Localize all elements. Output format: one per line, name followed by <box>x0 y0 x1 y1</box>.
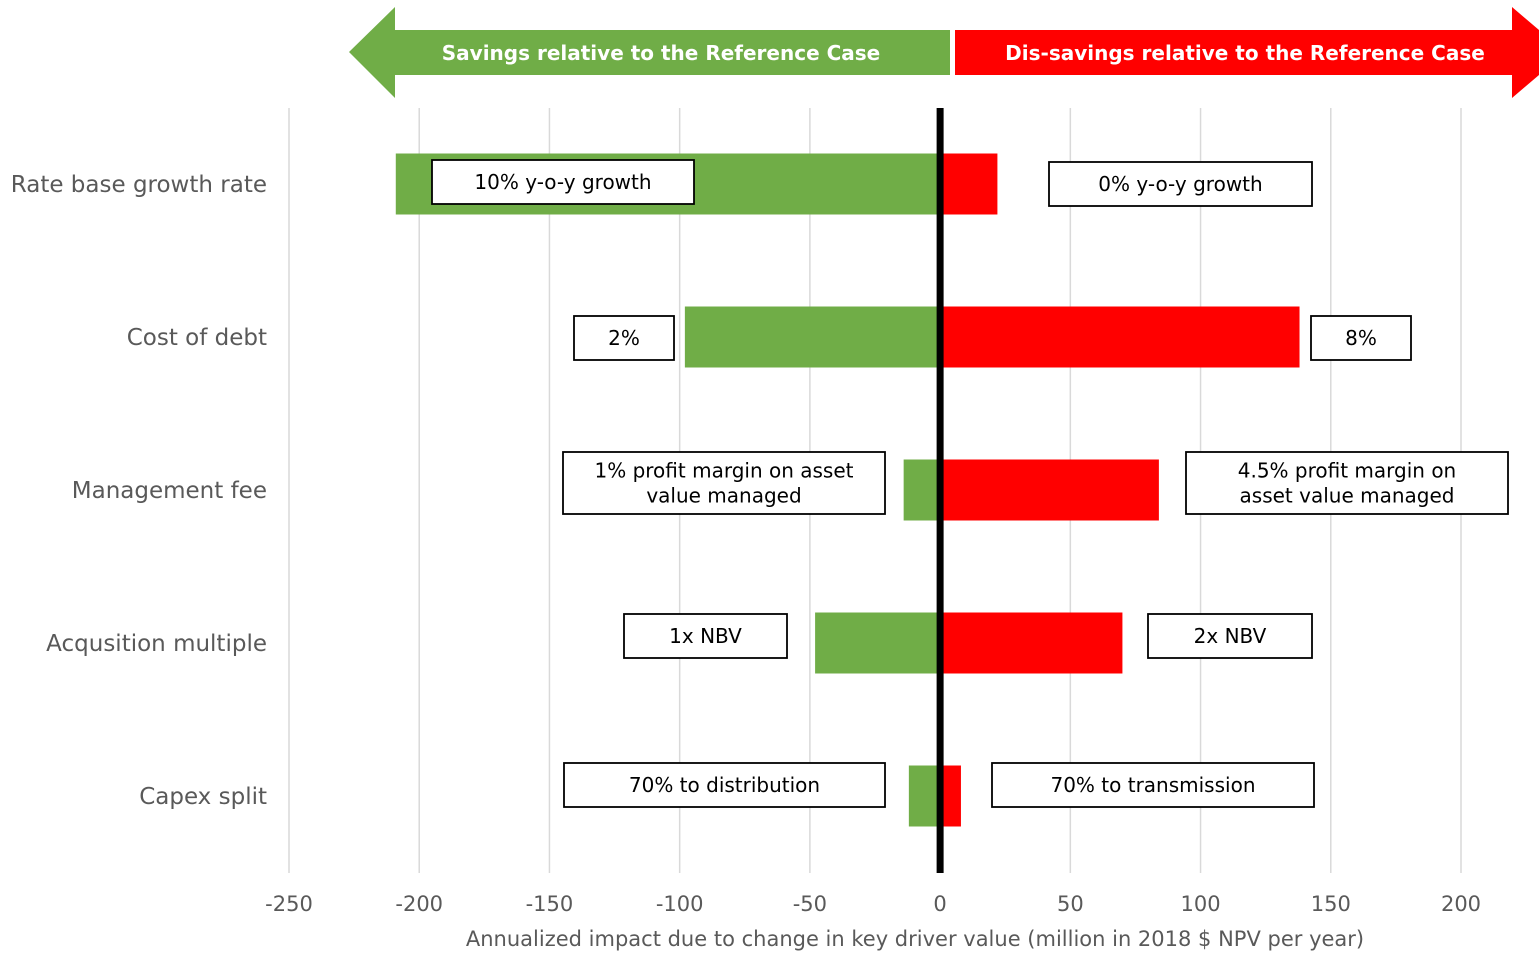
value-annotations: 10% y-o-y growth 0% y-o-y growth 2% 8% 1% pr… <box>431 159 1509 808</box>
dissavings-bar <box>940 612 1123 674</box>
low-value-label: 1% profit margin on asset <box>594 459 853 483</box>
dissavings-bar <box>940 459 1159 521</box>
x-tick-label: -100 <box>656 892 704 916</box>
low-value-box <box>562 451 886 515</box>
dissavings-bar <box>940 153 998 215</box>
x-tick-label: -250 <box>265 892 313 916</box>
x-tick-label: 0 <box>933 892 946 916</box>
right-arrow-icon <box>955 7 1539 98</box>
savings-banner: Savings relative to the Reference Case <box>349 7 950 98</box>
dissavings-banner: Dis-savings relative to the Reference Ca… <box>955 7 1539 98</box>
savings-bar <box>815 612 941 674</box>
savings-bar <box>684 306 941 368</box>
low-value-label: 10% y-o-y growth <box>474 170 651 194</box>
dissavings-banner-label: Dis-savings relative to the Reference Ca… <box>1005 41 1485 65</box>
high-value-box <box>991 762 1315 808</box>
low-value-label: 2% <box>608 326 640 350</box>
x-tick-label: -150 <box>526 892 574 916</box>
x-tick-labels: -250 -200 -150 -100 -50 0 50 100 150 200 <box>265 892 1481 916</box>
high-value-box <box>1147 613 1313 659</box>
high-value-label: 70% to transmission <box>1050 773 1255 797</box>
category-label: Management fee <box>72 478 267 504</box>
high-value-label: 8% <box>1345 326 1377 350</box>
low-value-box <box>563 762 886 808</box>
low-value-label: 70% to distribution <box>629 773 820 797</box>
x-tick-label: 200 <box>1441 892 1481 916</box>
low-value-box <box>573 315 675 361</box>
low-value-box <box>431 159 695 205</box>
high-value-label: 4.5% profit margin on <box>1238 459 1457 483</box>
x-tick-label: -50 <box>793 892 827 916</box>
low-value-label: 1x NBV <box>669 624 742 648</box>
savings-bar <box>903 459 941 521</box>
dissavings-bar <box>940 765 961 827</box>
left-arrow-icon <box>349 7 950 98</box>
category-labels: Rate base growth rate Cost of debt Managem… <box>11 172 267 810</box>
savings-bar <box>908 765 941 827</box>
category-label: Capex split <box>139 784 267 810</box>
high-value-box <box>1310 315 1412 361</box>
high-value-label: 2x NBV <box>1194 624 1267 648</box>
x-tick-label: 150 <box>1311 892 1351 916</box>
dissavings-bar <box>940 306 1300 368</box>
category-label: Cost of debt <box>127 325 267 351</box>
x-axis-title: Annualized impact due to change in key d… <box>466 927 1364 951</box>
x-tick-label: -200 <box>395 892 443 916</box>
category-label: Acqusition multiple <box>46 631 267 657</box>
high-value-box <box>1185 451 1509 515</box>
high-value-label: 0% y-o-y growth <box>1098 172 1262 196</box>
savings-banner-label: Savings relative to the Reference Case <box>442 41 881 65</box>
x-tick-label: 100 <box>1181 892 1221 916</box>
category-label: Rate base growth rate <box>11 172 267 198</box>
high-value-label: asset value managed <box>1240 484 1455 508</box>
low-value-label: value managed <box>646 484 801 508</box>
low-value-box <box>623 613 788 659</box>
x-tick-label: 50 <box>1057 892 1084 916</box>
high-value-box <box>1048 161 1313 207</box>
